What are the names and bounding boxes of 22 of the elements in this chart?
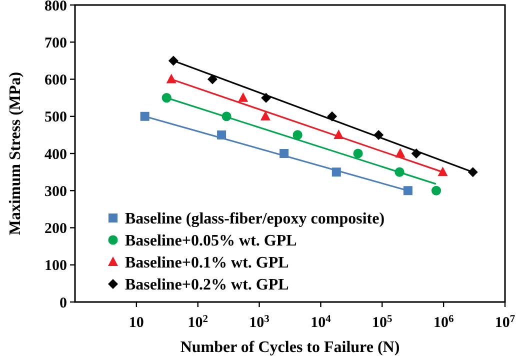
x-tick-label: 10$^{4}$: [310, 314, 332, 331]
y-tick-label: 300: [44, 184, 67, 200]
legend-label: Baseline (glass-fiber/epoxy composite): [125, 210, 385, 228]
y-tick-label: 400: [44, 146, 67, 163]
x-tick-label: 10$^{3}$: [249, 314, 270, 331]
y-tick-label: 800: [44, 0, 67, 14]
y-axis-title: Maximum Stress (MPa): [7, 72, 24, 236]
legend-label: Baseline+0.05% wt. GPL: [125, 232, 297, 250]
y-tick-label: 600: [44, 72, 67, 88]
y-tick-label: 500: [44, 110, 67, 126]
x-tick-label: 10: [128, 315, 144, 331]
y-tick-label: 200: [44, 221, 67, 237]
y-tick-label: 700: [44, 35, 67, 52]
legend-label: Baseline+0.1% wt. GPL: [125, 254, 289, 272]
y-tick-label: 0: [60, 295, 67, 312]
x-tick-label: 10$^{5}$: [372, 314, 392, 331]
x-tick-label: 10$^{2}$: [188, 314, 208, 331]
legend-label: Baseline+0.2% wt. GPL: [125, 276, 289, 294]
x-tick-label: 10$^{6}$: [433, 314, 454, 331]
x-tick-label: 10$^{7}$: [494, 314, 516, 331]
y-tick-label: 100: [44, 258, 67, 274]
x-axis-title: Number of Cycles to Failure (N): [180, 339, 400, 356]
